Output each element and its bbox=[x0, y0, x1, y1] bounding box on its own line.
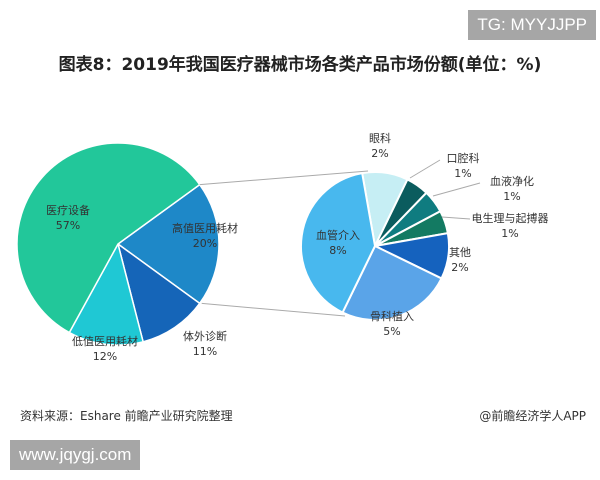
leader-line bbox=[441, 216, 471, 220]
slice-label: 其他 bbox=[449, 246, 471, 259]
slice-label: 低值医用耗材 bbox=[72, 334, 138, 348]
slice-value-label: 1% bbox=[454, 167, 471, 180]
slice-value-label: 2% bbox=[451, 261, 468, 274]
credit-note: @前瞻经济学人APP bbox=[479, 409, 586, 423]
slice-label: 血管介入 bbox=[316, 228, 360, 242]
slice-label: 眼科 bbox=[369, 131, 391, 145]
source-note: 资料来源：Eshare 前瞻产业研究院整理 bbox=[20, 409, 233, 423]
slice-label: 血液净化 bbox=[490, 174, 534, 188]
slice-value-label: 1% bbox=[503, 190, 520, 203]
slice-label: 体外诊断 bbox=[183, 329, 227, 343]
slice-value-label: 5% bbox=[383, 325, 400, 338]
slice-label: 口腔科 bbox=[447, 151, 480, 165]
sub-pie-slice bbox=[341, 244, 443, 321]
main-pie-slice bbox=[116, 242, 201, 343]
slice-label: 医疗设备 bbox=[46, 203, 90, 217]
main-pie-slice bbox=[16, 142, 201, 334]
main-pie-slice bbox=[68, 241, 145, 346]
slice-label: 骨科植入 bbox=[370, 309, 414, 323]
slice-value-label: 12% bbox=[93, 350, 117, 363]
slice-value-label: 57% bbox=[56, 219, 80, 232]
slice-value-label: 20% bbox=[193, 237, 217, 250]
slice-label: 高值医用耗材 bbox=[172, 221, 238, 235]
slice-value-label: 1% bbox=[501, 227, 518, 240]
slice-value-label: 2% bbox=[371, 147, 388, 160]
slice-value-label: 8% bbox=[329, 244, 346, 257]
slice-value-label: 11% bbox=[193, 345, 217, 358]
connector-line bbox=[199, 170, 369, 186]
main-pie-slice bbox=[116, 183, 220, 305]
slice-label: 电生理与起搏器 bbox=[472, 211, 549, 225]
chart-title: 图表8：2019年我国医疗器械市场各类产品市场份额(单位：%) bbox=[58, 55, 542, 75]
connector-line bbox=[201, 302, 346, 317]
watermark-bottom: www.jqygj.com bbox=[10, 440, 141, 470]
leader-line bbox=[432, 182, 481, 197]
sub-pie-slice bbox=[300, 171, 377, 314]
leader-line bbox=[409, 159, 441, 179]
watermark-top: TG: MYYJJPP bbox=[468, 10, 596, 40]
